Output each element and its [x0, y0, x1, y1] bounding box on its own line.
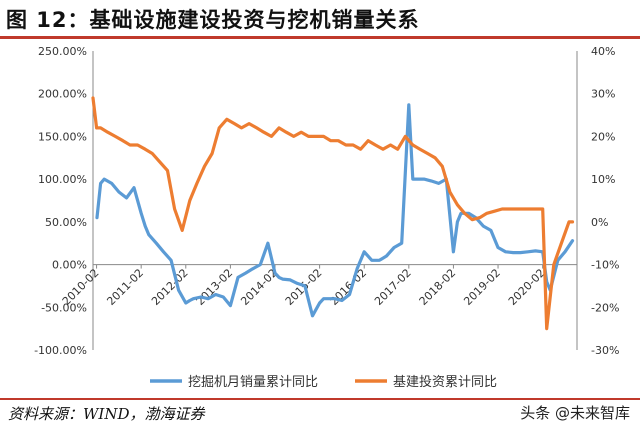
- y-right-tick-label: 0%: [591, 216, 608, 229]
- series-line-infrastructure: [91, 96, 575, 331]
- y-left-tick-label: -50.00%: [41, 301, 87, 314]
- watermark-text: 头条 @未来智库: [520, 404, 630, 422]
- x-tick-group: 2016-02: [327, 266, 369, 308]
- x-tick-label: 2019-02: [461, 266, 503, 308]
- y-left-tick-label: 250.00%: [38, 45, 87, 58]
- x-tick-label: 2011-02: [104, 266, 146, 308]
- x-tick-label: 2018-02: [417, 266, 459, 308]
- y-right-tick-label: 40%: [591, 45, 615, 58]
- line-chart: 250.00% 200.00% 150.00% 100.00% 50.00% 0.00% -…: [34, 45, 619, 390]
- y-right-tick-label: -20%: [591, 301, 619, 314]
- y-left-tick-label: 200.00%: [38, 88, 87, 101]
- title-divider: [0, 36, 640, 39]
- legend-label-excavator: 挖掘机月销量累计同比: [188, 375, 318, 390]
- x-tick-group: 2011-02: [104, 266, 146, 308]
- figure-title: 图 12：基础设施建设投资与挖机销量关系: [6, 8, 420, 32]
- x-tick-group: 2019-02: [461, 266, 503, 308]
- series-line-excavator: [95, 103, 575, 318]
- y-right-tick-label: -30%: [591, 344, 619, 357]
- legend-label-infrastructure: 基建投资累计同比: [393, 374, 497, 390]
- y-left-tick-label: 0.00%: [52, 259, 87, 272]
- x-tick-label: 2020-02: [506, 266, 548, 308]
- y-right-tick-label: 10%: [591, 173, 615, 186]
- x-tick-group: 2020-02: [506, 266, 548, 308]
- y-left-tick-label: 100.00%: [38, 173, 87, 186]
- title-bar: 图 12：基础设施建设投资与挖机销量关系: [0, 0, 640, 34]
- y-left-tick-label: 150.00%: [38, 130, 87, 143]
- x-tick-label: 2017-02: [372, 266, 414, 308]
- y-left-tick-label: -100.00%: [34, 344, 87, 357]
- y-right-tick-label: 20%: [591, 130, 615, 143]
- x-tick-label: 2016-02: [327, 266, 369, 308]
- x-tick-group: 2018-02: [417, 266, 459, 308]
- source-note: 资料来源：WIND，渤海证券: [8, 405, 205, 423]
- y-left-tick-label: 50.00%: [45, 216, 87, 229]
- y-right-tick-label: 30%: [591, 88, 615, 101]
- x-tick-group: 2017-02: [372, 266, 414, 308]
- footer-divider: [0, 398, 640, 400]
- y-right-tick-label: -10%: [591, 259, 619, 272]
